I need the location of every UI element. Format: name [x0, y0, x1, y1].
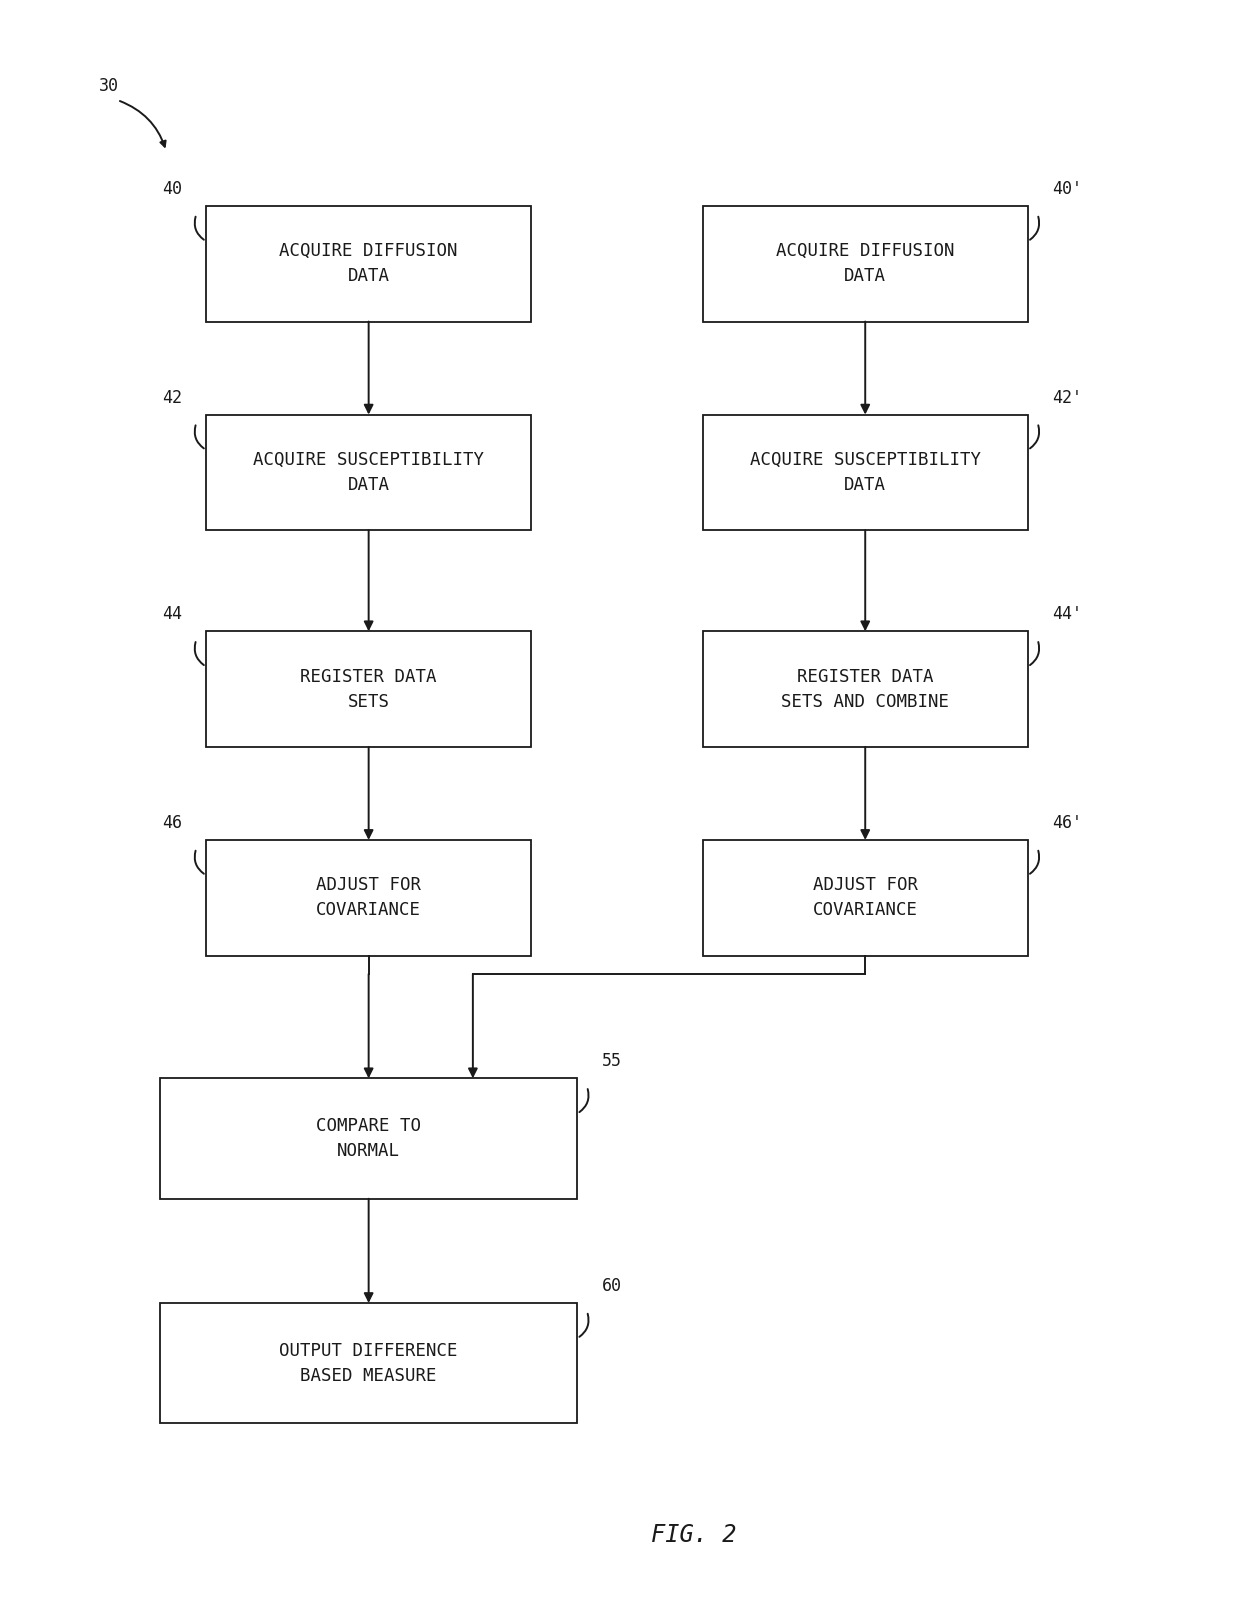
- Text: 46: 46: [161, 814, 182, 832]
- FancyArrowPatch shape: [120, 100, 166, 147]
- Text: 42': 42': [1053, 389, 1083, 406]
- Text: 44: 44: [161, 606, 182, 623]
- Text: REGISTER DATA
SETS AND COMBINE: REGISTER DATA SETS AND COMBINE: [781, 667, 950, 711]
- FancyArrowPatch shape: [195, 426, 203, 448]
- Text: ADJUST FOR
COVARIANCE: ADJUST FOR COVARIANCE: [812, 876, 918, 920]
- Text: 42: 42: [161, 389, 182, 406]
- FancyArrowPatch shape: [1030, 217, 1039, 240]
- Text: 60: 60: [601, 1277, 621, 1295]
- Text: 30: 30: [99, 78, 119, 96]
- Bar: [206, 414, 531, 529]
- Bar: [703, 631, 1028, 746]
- FancyArrowPatch shape: [195, 217, 203, 240]
- Bar: [703, 206, 1028, 322]
- Text: 55: 55: [601, 1052, 621, 1070]
- Text: ACQUIRE DIFFUSION
DATA: ACQUIRE DIFFUSION DATA: [776, 243, 955, 285]
- FancyArrowPatch shape: [1030, 850, 1039, 874]
- Text: 40': 40': [1053, 180, 1083, 198]
- FancyArrowPatch shape: [195, 643, 203, 665]
- Bar: [160, 1303, 577, 1423]
- Text: ACQUIRE SUSCEPTIBILITY
DATA: ACQUIRE SUSCEPTIBILITY DATA: [750, 452, 981, 494]
- Bar: [160, 1078, 577, 1198]
- FancyArrowPatch shape: [579, 1090, 589, 1112]
- Bar: [206, 840, 531, 955]
- Text: FIG. 2: FIG. 2: [651, 1523, 737, 1548]
- Bar: [206, 206, 531, 322]
- Text: REGISTER DATA
SETS: REGISTER DATA SETS: [300, 667, 436, 711]
- Text: COMPARE TO
NORMAL: COMPARE TO NORMAL: [316, 1117, 422, 1161]
- Text: ADJUST FOR
COVARIANCE: ADJUST FOR COVARIANCE: [316, 876, 422, 920]
- FancyArrowPatch shape: [1030, 643, 1039, 665]
- Text: 44': 44': [1053, 606, 1083, 623]
- FancyArrowPatch shape: [1030, 426, 1039, 448]
- FancyArrowPatch shape: [195, 850, 203, 874]
- FancyArrowPatch shape: [579, 1313, 589, 1337]
- Text: 40: 40: [161, 180, 182, 198]
- Bar: [703, 840, 1028, 955]
- Text: OUTPUT DIFFERENCE
BASED MEASURE: OUTPUT DIFFERENCE BASED MEASURE: [279, 1342, 458, 1384]
- Bar: [703, 414, 1028, 529]
- Text: 46': 46': [1053, 814, 1083, 832]
- Bar: [206, 631, 531, 746]
- Text: ACQUIRE DIFFUSION
DATA: ACQUIRE DIFFUSION DATA: [279, 243, 458, 285]
- Text: ACQUIRE SUSCEPTIBILITY
DATA: ACQUIRE SUSCEPTIBILITY DATA: [253, 452, 484, 494]
